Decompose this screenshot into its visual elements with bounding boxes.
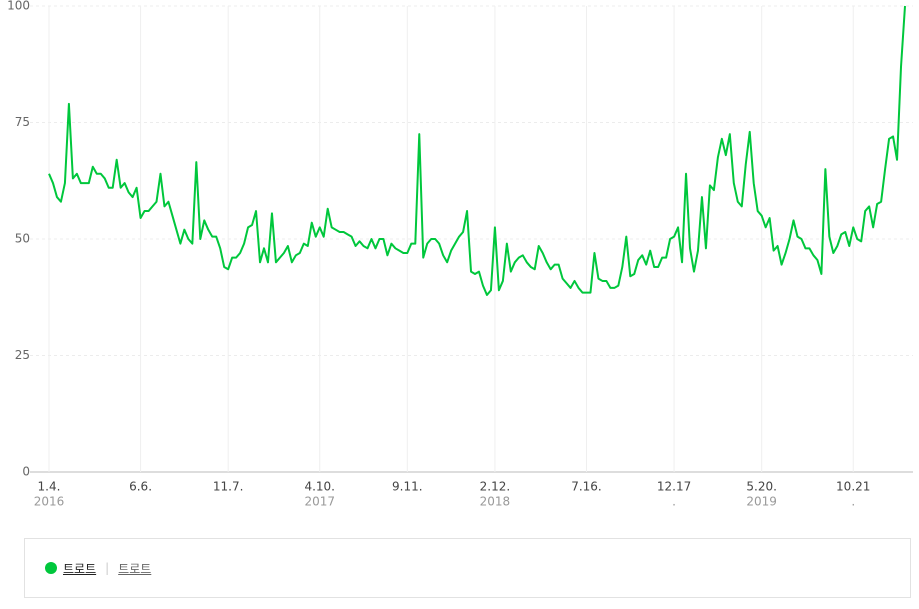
- x-tick-label: 5.20.: [746, 480, 777, 494]
- x-tick-label: 1.4.: [38, 480, 61, 494]
- x-tick-label: 6.6.: [129, 480, 152, 494]
- x-tick-sublabel: 2017: [304, 495, 335, 509]
- x-tick-sublabel: 2016: [34, 495, 65, 509]
- x-tick-label: 2.12.: [480, 480, 511, 494]
- x-tick-label: 7.16.: [571, 480, 602, 494]
- separator: |: [105, 561, 110, 575]
- x-tick-label: 4.10.: [304, 480, 335, 494]
- y-tick-label: 25: [15, 348, 30, 362]
- x-tick-sublabel: 2018: [480, 495, 511, 509]
- legend: 트로트 | 트로트: [24, 538, 911, 598]
- x-tick-label: 12.17: [657, 480, 691, 494]
- x-tick-sublabel: .: [851, 495, 855, 509]
- y-tick-label: 75: [15, 115, 30, 129]
- y-tick-label: 100: [7, 0, 30, 13]
- x-tick-sublabel: 2019: [746, 495, 777, 509]
- x-tick-label: 9.11.: [392, 480, 423, 494]
- x-tick-label: 10.21: [836, 480, 870, 494]
- y-tick-label: 50: [15, 232, 30, 246]
- x-tick-label: 11.7.: [213, 480, 244, 494]
- y-tick-label: 0: [22, 465, 30, 479]
- legend-dot: [45, 562, 57, 574]
- legend-item[interactable]: 트로트: [63, 561, 97, 576]
- x-tick-sublabel: .: [672, 495, 676, 509]
- chart: 0 25 50 75 100 1.4.2016 6.6. 11.7. 4.10.2017 9.11…: [7, 0, 913, 509]
- legend-link[interactable]: 트로트: [118, 561, 152, 576]
- series-line: [48, 5, 906, 296]
